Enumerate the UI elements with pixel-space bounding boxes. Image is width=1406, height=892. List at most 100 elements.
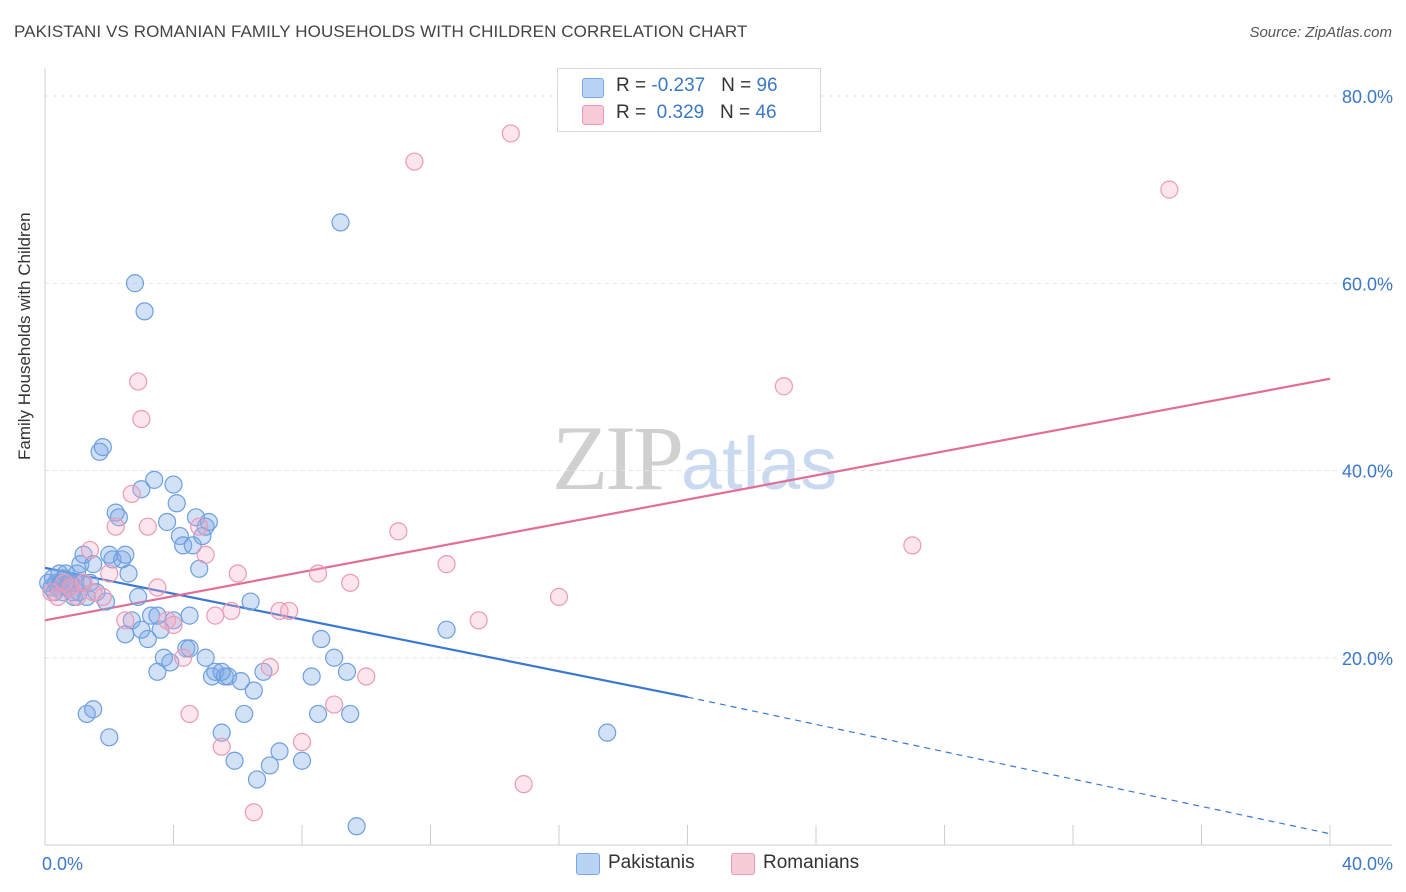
romanians-point bbox=[84, 583, 103, 602]
pakistanis-point bbox=[132, 620, 151, 639]
watermark-zip: ZIP bbox=[552, 407, 684, 509]
romanians-point bbox=[501, 124, 520, 143]
romanians-point bbox=[260, 658, 279, 677]
pakistanis-point bbox=[231, 672, 251, 691]
romanians-point bbox=[270, 601, 289, 621]
y-tick-label: 80.0% bbox=[1342, 87, 1393, 107]
romanians-point bbox=[549, 587, 569, 606]
romanians-point bbox=[222, 601, 241, 621]
romanians-point bbox=[341, 573, 360, 592]
x-tick-label: 0.0% bbox=[42, 854, 83, 874]
romanians-point bbox=[196, 545, 215, 564]
pakistanis-point bbox=[196, 648, 215, 667]
romanians-point bbox=[1160, 180, 1179, 199]
r-value-romanians: 0.329 bbox=[651, 102, 705, 123]
y-tick-label: 20.0% bbox=[1342, 649, 1393, 669]
pakistanis-trend-line bbox=[44, 566, 688, 699]
pakistanis-point bbox=[93, 437, 112, 457]
romanians-point bbox=[80, 540, 100, 560]
romanians-trend-line bbox=[44, 377, 1331, 622]
pakistanis-point bbox=[235, 704, 254, 724]
romanians-point bbox=[100, 564, 119, 583]
romanians-point bbox=[180, 704, 199, 724]
romanians-point bbox=[469, 611, 488, 630]
y-tick-label: 60.0% bbox=[1342, 274, 1393, 294]
pakistanis-point bbox=[598, 723, 617, 742]
romanians-point bbox=[174, 648, 193, 667]
romanians-point bbox=[122, 484, 141, 504]
pakistanis-point bbox=[164, 475, 183, 494]
romanians-point bbox=[903, 536, 922, 555]
romanians-point bbox=[437, 555, 456, 574]
pakistanis-point bbox=[145, 470, 164, 489]
romanians-swatch-icon bbox=[582, 105, 604, 125]
romanians-point bbox=[228, 564, 247, 583]
pakistanis-point bbox=[341, 704, 360, 724]
pakistanis-point bbox=[212, 662, 231, 681]
pakistanis-point bbox=[138, 629, 157, 649]
chart-title: PAKISTANI VS ROMANIAN FAMILY HOUSEHOLDS … bbox=[14, 22, 748, 41]
pakistanis-point bbox=[125, 274, 145, 293]
r-label: R = bbox=[616, 102, 652, 123]
pakistanis-point bbox=[212, 723, 231, 742]
pakistanis-point bbox=[308, 704, 328, 724]
romanians-point bbox=[280, 601, 299, 621]
axes bbox=[44, 68, 1392, 846]
data-points bbox=[39, 124, 1179, 836]
pakistanis-point bbox=[312, 629, 331, 649]
pakistanis-point bbox=[84, 700, 103, 719]
pakistanis-point bbox=[180, 606, 199, 625]
romanians-point bbox=[129, 372, 148, 391]
chart-source: Source: ZipAtlas.com bbox=[1249, 24, 1392, 41]
romanians-point bbox=[164, 615, 183, 635]
pakistanis-point bbox=[225, 751, 244, 770]
pakistanis-point bbox=[100, 728, 119, 747]
romanians-point bbox=[774, 377, 793, 396]
romanians-point bbox=[514, 775, 533, 794]
romanians-point bbox=[138, 517, 157, 536]
pakistanis-point bbox=[129, 587, 148, 606]
romanians-point bbox=[206, 606, 225, 625]
pakistanis-point bbox=[180, 639, 199, 658]
romanians-point bbox=[308, 564, 328, 583]
romanians-legend-icon bbox=[731, 853, 755, 875]
legend-label-romanians: Romanians bbox=[763, 852, 860, 873]
legend-label-pakistanis: Pakistanis bbox=[608, 852, 695, 873]
romanians-point bbox=[93, 587, 112, 606]
pakistanis-point bbox=[347, 817, 366, 836]
pakistanis-point bbox=[302, 667, 321, 686]
pakistanis-point bbox=[199, 512, 218, 532]
pakistanis-point bbox=[174, 536, 193, 555]
pakistanis-point bbox=[84, 555, 103, 574]
romanians-point bbox=[74, 573, 93, 592]
pakistanis-point bbox=[437, 620, 456, 639]
pakistanis-point bbox=[292, 751, 312, 770]
grid-lines bbox=[45, 95, 1392, 659]
x-tick-label: 40.0% bbox=[1342, 854, 1393, 874]
pakistanis-point bbox=[260, 756, 279, 775]
romanians-point bbox=[132, 409, 151, 429]
pakistanis-point bbox=[116, 545, 135, 564]
pakistanis-legend-icon bbox=[576, 853, 600, 875]
romanians-point bbox=[325, 695, 344, 714]
pakistanis-point bbox=[331, 213, 350, 232]
romanians-point bbox=[116, 611, 135, 630]
pakistanis-trend-extension bbox=[687, 696, 1331, 835]
stats-legend: R = -0.237 N = 96 R = 0.329 N = 46 bbox=[557, 68, 821, 132]
n-label: N = bbox=[721, 75, 757, 96]
r-value-pakistanis: -0.237 bbox=[651, 75, 706, 96]
pakistanis-point bbox=[167, 494, 186, 513]
tick-labels: 20.0% 40.0% 60.0% 80.0% 0.0% 40.0% bbox=[42, 87, 1393, 874]
pakistanis-point bbox=[157, 512, 177, 532]
pakistanis-point bbox=[164, 611, 183, 630]
romanians-point bbox=[106, 517, 125, 536]
watermark-atlas: atlas bbox=[681, 422, 838, 505]
pakistanis-point bbox=[247, 770, 267, 789]
pakistanis-point bbox=[135, 302, 154, 321]
pakistanis-point bbox=[119, 564, 138, 583]
pakistanis-swatch-icon bbox=[582, 78, 604, 98]
pakistanis-point bbox=[325, 648, 344, 667]
romanians-point bbox=[148, 578, 167, 597]
romanians-point bbox=[405, 152, 424, 171]
